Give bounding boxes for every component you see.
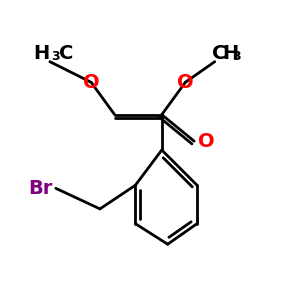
Text: C: C — [212, 44, 226, 63]
Text: H: H — [34, 44, 50, 63]
Text: 3: 3 — [51, 50, 60, 63]
Text: O: O — [177, 73, 194, 92]
Text: 3: 3 — [232, 50, 241, 63]
Text: O: O — [198, 132, 214, 151]
Text: C: C — [59, 44, 73, 63]
Text: O: O — [83, 73, 99, 92]
Text: H: H — [222, 44, 238, 63]
Text: Br: Br — [28, 179, 53, 198]
